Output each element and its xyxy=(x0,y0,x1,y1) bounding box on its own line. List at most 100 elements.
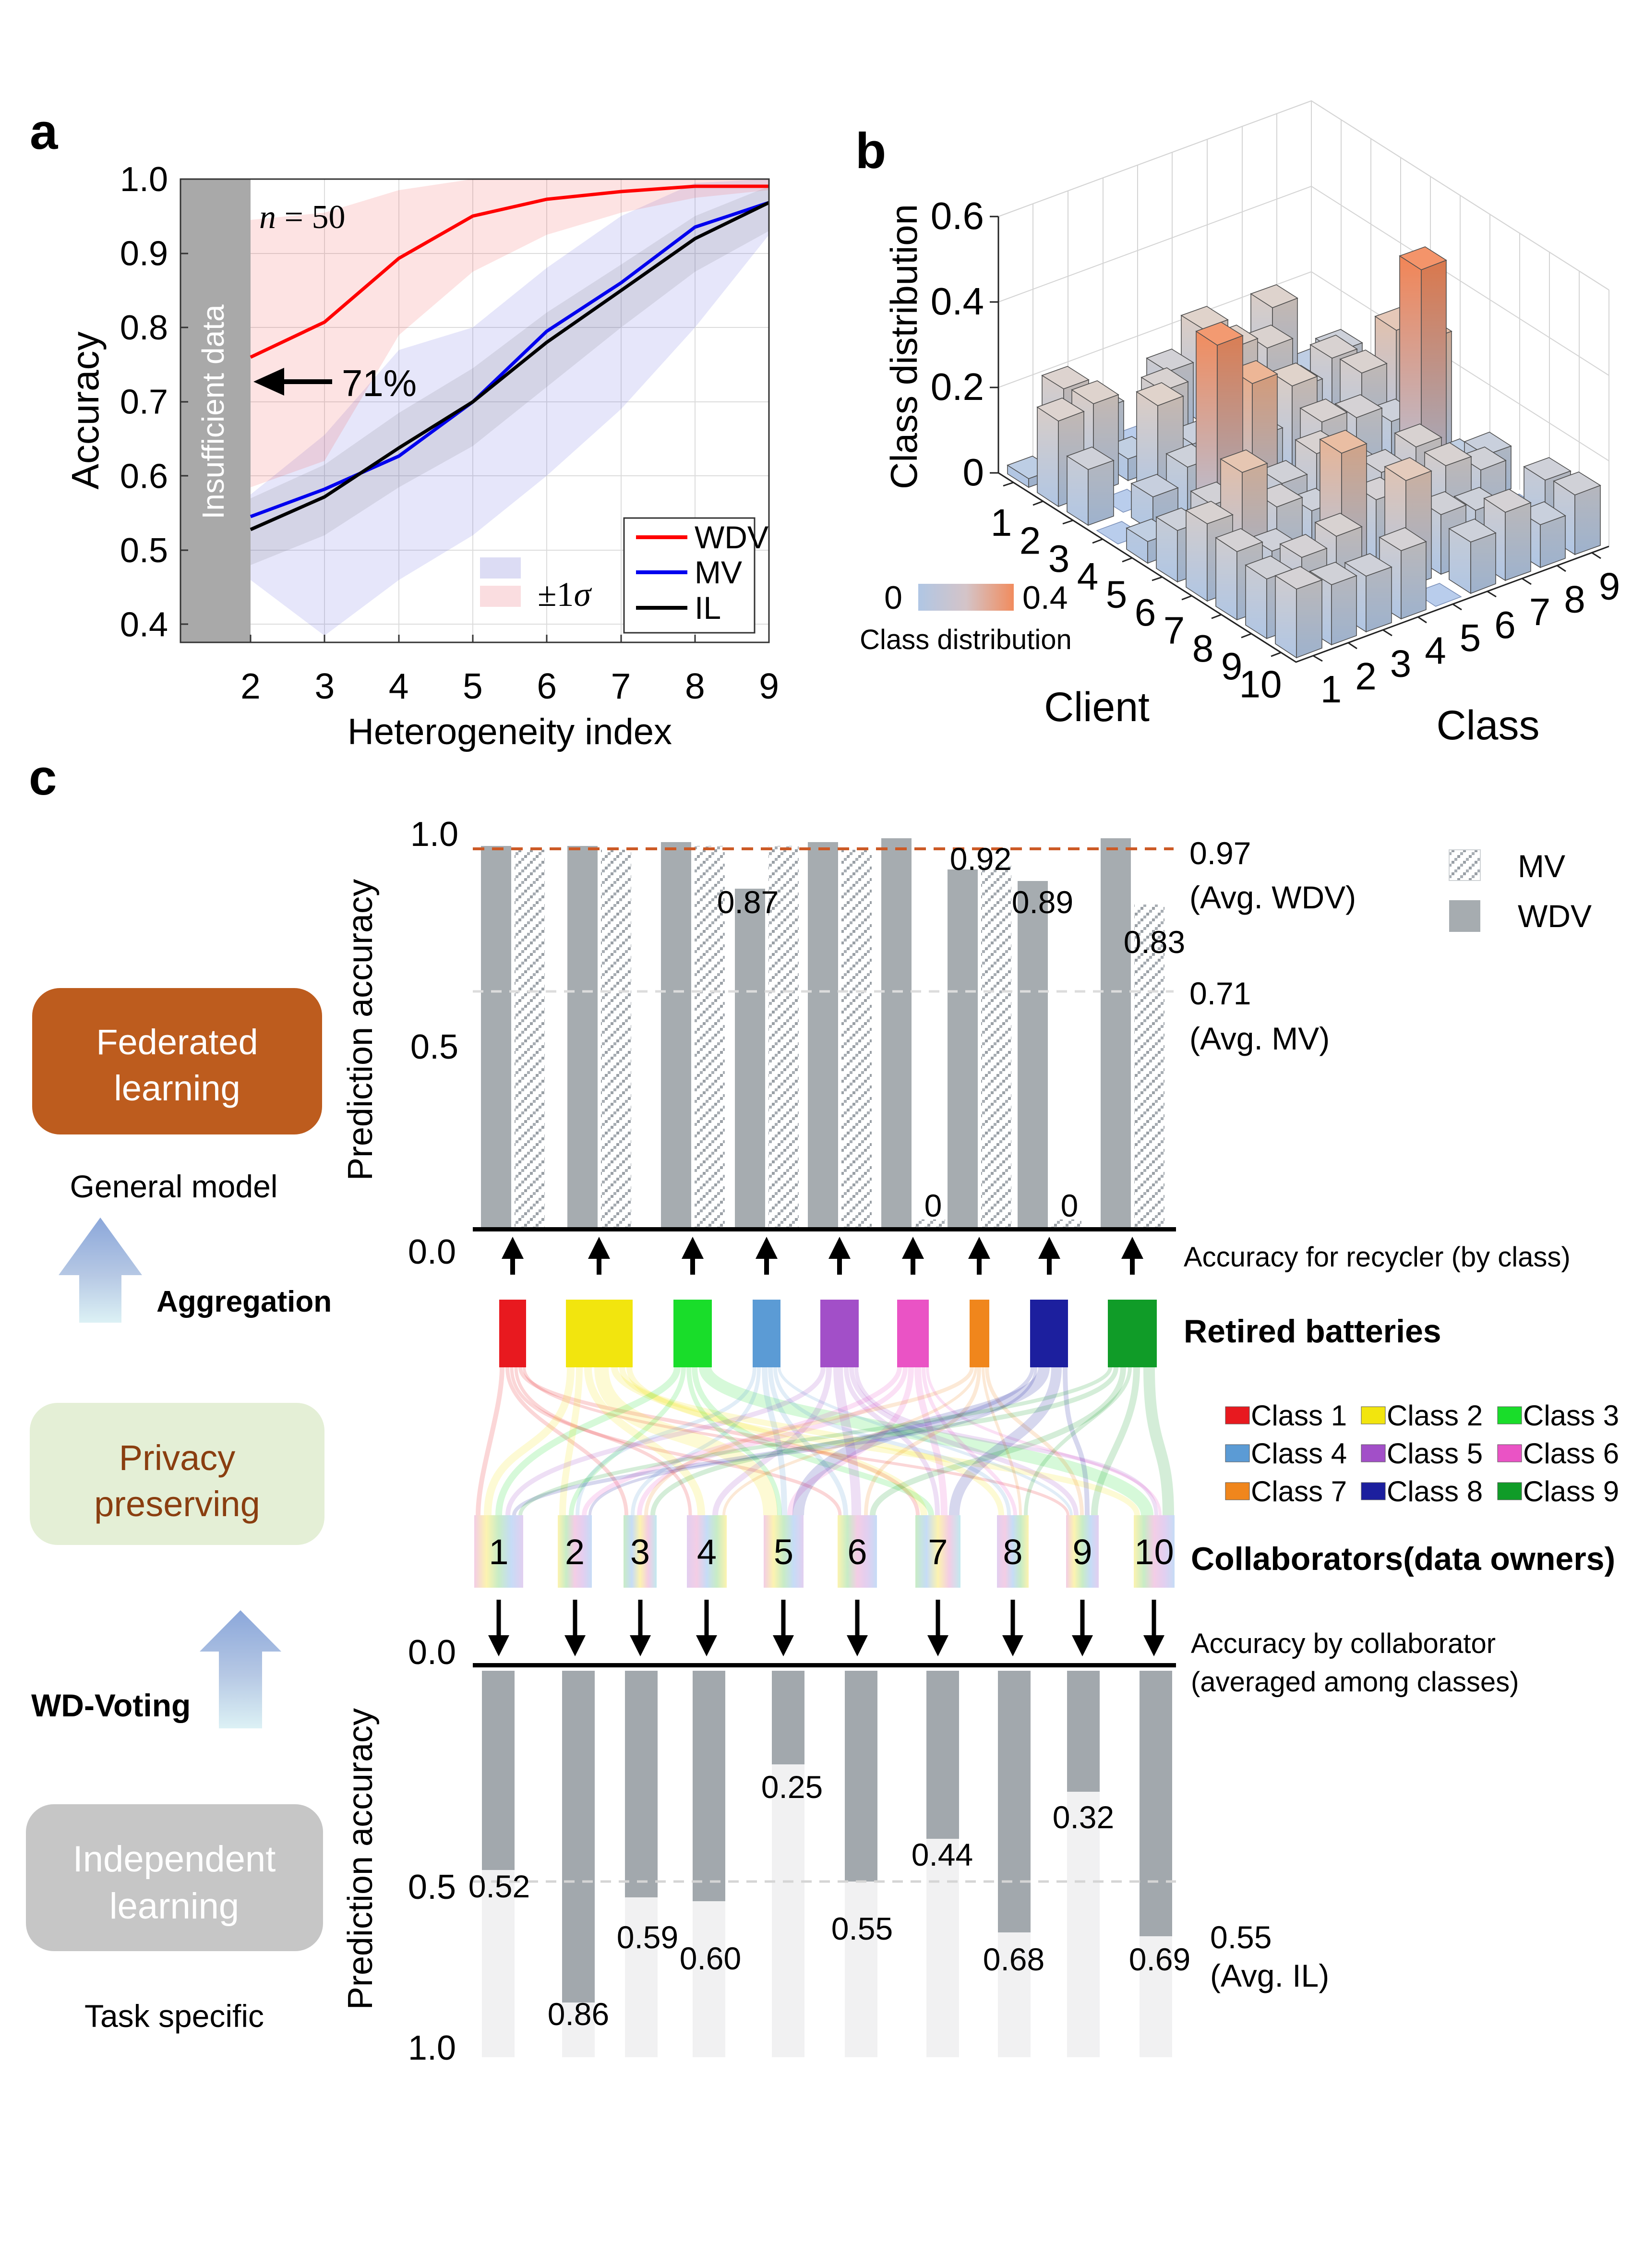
svg-text:0.0: 0.0 xyxy=(408,1233,456,1271)
svg-text:0.87: 0.87 xyxy=(717,884,779,920)
svg-text:8: 8 xyxy=(1564,578,1585,620)
svg-text:Accuracy: Accuracy xyxy=(64,332,107,490)
svg-text:0.9: 0.9 xyxy=(120,235,168,273)
svg-text:0.97: 0.97 xyxy=(1189,835,1251,871)
svg-text:8: 8 xyxy=(1192,627,1214,670)
svg-text:Privacy: Privacy xyxy=(119,1438,236,1478)
svg-text:1: 1 xyxy=(489,1532,508,1572)
svg-text:6: 6 xyxy=(1135,591,1156,634)
svg-text:Retired batteries: Retired batteries xyxy=(1184,1313,1441,1350)
svg-text:5: 5 xyxy=(774,1532,793,1572)
svg-text:0.4: 0.4 xyxy=(120,605,168,644)
svg-text:WDV: WDV xyxy=(695,519,768,555)
svg-text:MV: MV xyxy=(695,555,742,590)
svg-text:4: 4 xyxy=(1425,629,1446,672)
svg-text:Accuracy by collaborator: Accuracy by collaborator xyxy=(1191,1628,1496,1659)
svg-text:b: b xyxy=(855,123,886,179)
svg-text:9: 9 xyxy=(1072,1532,1092,1572)
svg-text:0.4: 0.4 xyxy=(1022,579,1068,616)
svg-text:0.71: 0.71 xyxy=(1189,976,1251,1011)
svg-text:Task specific: Task specific xyxy=(84,1998,264,2034)
svg-text:learning: learning xyxy=(109,1886,239,1927)
svg-text:71%: 71% xyxy=(342,362,417,404)
svg-text:Class 9: Class 9 xyxy=(1523,1475,1619,1508)
svg-text:WDV: WDV xyxy=(1518,898,1592,934)
svg-text:2: 2 xyxy=(565,1532,585,1572)
svg-text:Class 6: Class 6 xyxy=(1523,1437,1619,1470)
svg-text:3: 3 xyxy=(1390,642,1412,685)
svg-text:0.2: 0.2 xyxy=(931,365,984,408)
svg-text:0.25: 0.25 xyxy=(761,1769,823,1805)
svg-text:7: 7 xyxy=(611,666,631,706)
svg-text:0.89: 0.89 xyxy=(1012,884,1073,920)
svg-text:5: 5 xyxy=(1460,616,1481,659)
svg-text:0.60: 0.60 xyxy=(680,1941,741,1976)
svg-text:0.68: 0.68 xyxy=(983,1942,1044,1977)
svg-text:8: 8 xyxy=(1003,1532,1022,1572)
svg-text:a: a xyxy=(30,104,59,160)
svg-text:4: 4 xyxy=(1077,555,1099,598)
svg-text:Class 3: Class 3 xyxy=(1523,1399,1619,1432)
svg-text:0.92: 0.92 xyxy=(950,841,1011,877)
svg-text:n = 50: n = 50 xyxy=(259,199,345,236)
svg-text:6: 6 xyxy=(1494,603,1516,646)
svg-text:0.32: 0.32 xyxy=(1053,1799,1114,1835)
svg-text:9: 9 xyxy=(759,666,779,706)
svg-text:preserving: preserving xyxy=(94,1484,260,1524)
svg-text:10: 10 xyxy=(1134,1532,1174,1572)
svg-text:0.86: 0.86 xyxy=(548,1996,609,2032)
svg-text:0: 0 xyxy=(1061,1188,1079,1223)
svg-text:5: 5 xyxy=(1106,573,1128,616)
svg-text:0.44: 0.44 xyxy=(912,1837,973,1872)
svg-text:7: 7 xyxy=(1164,609,1185,651)
svg-text:4: 4 xyxy=(389,666,409,706)
svg-text:Independent: Independent xyxy=(73,1839,276,1880)
svg-text:Class: Class xyxy=(1436,702,1539,748)
svg-text:(Avg. WDV): (Avg. WDV) xyxy=(1189,880,1356,915)
svg-text:±1σ: ±1σ xyxy=(538,575,592,614)
svg-text:MV: MV xyxy=(1518,848,1565,884)
svg-text:10: 10 xyxy=(1239,663,1282,706)
svg-text:Aggregation: Aggregation xyxy=(156,1285,332,1318)
svg-text:IL: IL xyxy=(695,590,721,626)
svg-text:2: 2 xyxy=(1355,655,1377,698)
svg-text:3: 3 xyxy=(1048,537,1070,580)
svg-text:1: 1 xyxy=(1320,668,1342,711)
svg-text:(averaged among classes): (averaged among classes) xyxy=(1191,1666,1519,1698)
svg-text:Class 7: Class 7 xyxy=(1251,1475,1347,1508)
svg-text:2: 2 xyxy=(1020,519,1041,562)
svg-text:1.0: 1.0 xyxy=(120,160,168,199)
svg-text:Accuracy for recycler (by clas: Accuracy for recycler (by class) xyxy=(1184,1242,1571,1273)
svg-text:0.5: 0.5 xyxy=(410,1028,458,1066)
svg-text:3: 3 xyxy=(314,666,335,706)
svg-text:3: 3 xyxy=(630,1532,650,1572)
svg-text:0.5: 0.5 xyxy=(120,531,168,570)
svg-text:Class 2: Class 2 xyxy=(1387,1399,1483,1432)
svg-text:0.83: 0.83 xyxy=(1124,924,1185,960)
svg-text:0: 0 xyxy=(884,579,902,616)
svg-text:Insufficient data: Insufficient data xyxy=(196,304,230,519)
svg-text:Client: Client xyxy=(1044,684,1150,730)
svg-text:0.8: 0.8 xyxy=(120,309,168,347)
svg-text:6: 6 xyxy=(537,666,557,706)
svg-text:0.55: 0.55 xyxy=(1210,1919,1272,1955)
svg-text:0.5: 0.5 xyxy=(408,1868,456,1906)
svg-text:0.6: 0.6 xyxy=(120,457,168,495)
svg-text:5: 5 xyxy=(463,666,483,706)
svg-text:0.69: 0.69 xyxy=(1129,1942,1190,1977)
svg-text:learning: learning xyxy=(114,1068,240,1108)
svg-text:0.55: 0.55 xyxy=(831,1911,893,1946)
svg-text:c: c xyxy=(29,749,57,806)
svg-text:Collaborators(data owners): Collaborators(data owners) xyxy=(1191,1541,1615,1577)
svg-text:0.59: 0.59 xyxy=(617,1919,678,1955)
svg-text:1: 1 xyxy=(991,501,1012,544)
svg-text:6: 6 xyxy=(847,1532,867,1572)
svg-text:Class 4: Class 4 xyxy=(1251,1437,1347,1470)
svg-text:Class distribution: Class distribution xyxy=(883,204,925,489)
svg-text:0.52: 0.52 xyxy=(468,1869,530,1904)
svg-text:9: 9 xyxy=(1599,565,1620,608)
svg-text:0.7: 0.7 xyxy=(120,383,168,422)
svg-text:Prediction accuracy: Prediction accuracy xyxy=(341,879,380,1181)
svg-text:0.6: 0.6 xyxy=(931,194,984,237)
svg-text:0.0: 0.0 xyxy=(408,1633,456,1672)
